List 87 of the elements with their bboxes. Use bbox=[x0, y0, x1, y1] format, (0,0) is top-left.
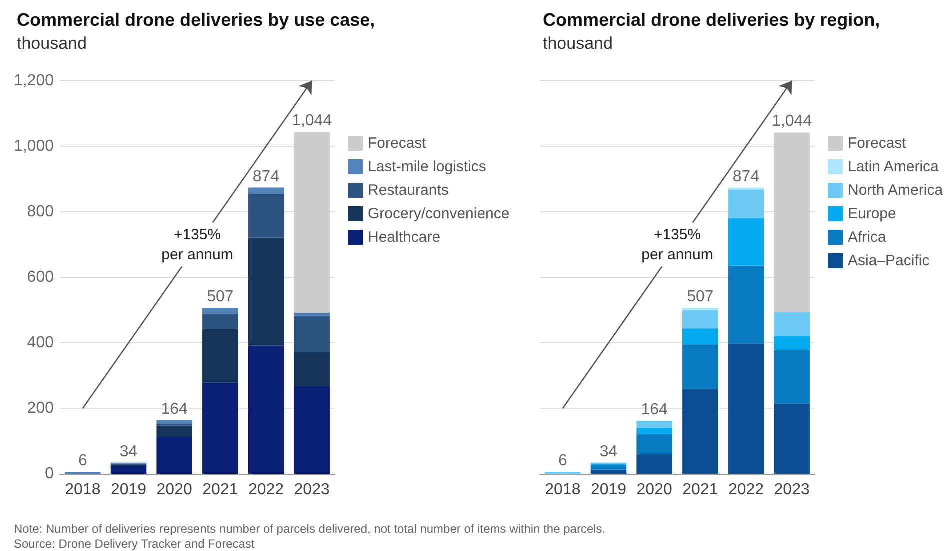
bar bbox=[774, 350, 810, 404]
bar bbox=[202, 308, 238, 314]
legend-label: Grocery/convenience bbox=[368, 206, 510, 222]
total-label: 164 bbox=[161, 400, 188, 418]
chart-title: Commercial drone deliveries by use case, bbox=[17, 10, 376, 30]
chart-title: Commercial drone deliveries by region, bbox=[543, 10, 880, 30]
bar bbox=[682, 308, 718, 310]
bar bbox=[110, 466, 147, 474]
bar bbox=[728, 190, 764, 218]
chart-subtitle: thousand bbox=[543, 34, 613, 53]
total-label: 507 bbox=[687, 288, 714, 306]
bar bbox=[202, 314, 238, 330]
x-tick-label: 2023 bbox=[294, 482, 330, 498]
y-tick-label: 800 bbox=[27, 204, 54, 220]
total-label: 6 bbox=[558, 452, 568, 470]
x-tick-label: 2021 bbox=[682, 482, 718, 498]
bar bbox=[682, 389, 718, 474]
x-tick-label: 2019 bbox=[590, 482, 627, 498]
x-tick-label: 2018 bbox=[65, 482, 101, 498]
bar bbox=[248, 346, 284, 474]
bar bbox=[728, 266, 764, 344]
x-tick-label: 2022 bbox=[728, 482, 764, 498]
legend-label: Last-mile logistics bbox=[368, 158, 486, 176]
bar bbox=[248, 238, 284, 346]
bar bbox=[590, 470, 627, 474]
bar bbox=[294, 132, 330, 313]
x-tick-label: 2022 bbox=[248, 482, 284, 498]
bar bbox=[774, 312, 810, 336]
y-tick-label: 200 bbox=[27, 400, 54, 417]
y-tick-label: 0 bbox=[45, 466, 54, 482]
bar bbox=[294, 316, 330, 352]
bar bbox=[202, 382, 238, 474]
annotation: +135% per annum bbox=[162, 226, 234, 264]
bar bbox=[202, 329, 238, 383]
total-label: 874 bbox=[252, 168, 280, 186]
bar bbox=[248, 188, 284, 194]
total-label: 34 bbox=[600, 443, 618, 460]
text: Note: Number of deliveries represents number of parcels delivered, not total number of items within the parcels. bbox=[14, 522, 606, 537]
x-tick-label: 2018 bbox=[545, 482, 581, 498]
bar bbox=[728, 344, 764, 474]
legend-label: Asia–Pacific bbox=[848, 252, 930, 270]
legend-label: Europe bbox=[848, 206, 896, 222]
bar bbox=[636, 428, 672, 434]
y-tick-label: 1,200 bbox=[14, 72, 54, 90]
bar bbox=[774, 132, 810, 312]
x-tick-label: 2021 bbox=[202, 482, 238, 498]
legend-label: Forecast bbox=[368, 135, 428, 152]
source-note: Source: Drone Delivery Tracker and Forecast bbox=[14, 537, 256, 551]
y-tick-label: 1,000 bbox=[14, 138, 54, 155]
legend-label: Healthcare bbox=[368, 229, 441, 246]
x-tick-label: 2019 bbox=[110, 482, 147, 498]
chart-subtitle: thousand bbox=[17, 34, 87, 53]
total-label: 1,044 bbox=[772, 113, 812, 130]
total-label: 6 bbox=[78, 452, 88, 470]
y-tick-label: 600 bbox=[27, 269, 54, 286]
bar bbox=[590, 465, 627, 470]
bar bbox=[636, 434, 672, 454]
bar bbox=[248, 194, 284, 238]
bar bbox=[294, 386, 330, 474]
bar bbox=[294, 312, 330, 316]
bar bbox=[156, 420, 192, 424]
y-tick-label: 400 bbox=[27, 334, 54, 352]
bar bbox=[682, 328, 718, 345]
total-label: 34 bbox=[120, 443, 138, 460]
bar bbox=[682, 344, 718, 390]
legend-label: Forecast bbox=[848, 135, 908, 152]
bar bbox=[636, 454, 672, 474]
legend-label: Latin America bbox=[848, 158, 940, 176]
legend-label: Africa bbox=[848, 229, 887, 246]
total-label: 507 bbox=[207, 288, 234, 306]
bar bbox=[774, 404, 810, 474]
annotation: +135% per annum bbox=[642, 226, 714, 264]
x-tick-label: 2020 bbox=[636, 482, 672, 498]
legend-label: Restaurants bbox=[368, 182, 449, 199]
legend-label: North America bbox=[848, 182, 944, 199]
total-label: 1,044 bbox=[292, 112, 332, 130]
total-label: 164 bbox=[641, 401, 668, 418]
bar bbox=[156, 436, 192, 474]
bar bbox=[636, 420, 672, 428]
bar bbox=[682, 310, 718, 329]
x-tick-label: 2020 bbox=[156, 482, 192, 498]
x-tick-label: 2023 bbox=[774, 482, 810, 498]
total-label: 874 bbox=[732, 168, 760, 186]
bar bbox=[728, 218, 764, 266]
bar bbox=[774, 336, 810, 350]
bar bbox=[156, 426, 192, 437]
bar bbox=[294, 352, 330, 387]
